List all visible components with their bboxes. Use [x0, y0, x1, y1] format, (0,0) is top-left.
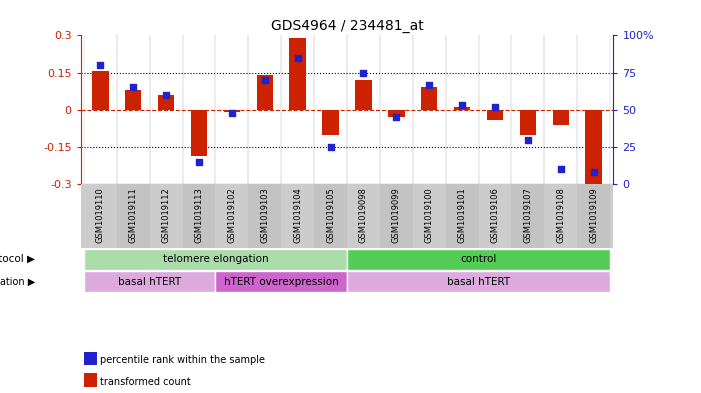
Title: GDS4964 / 234481_at: GDS4964 / 234481_at: [271, 19, 423, 33]
Bar: [421, 88, 437, 110]
Bar: [182, 184, 215, 248]
Text: GSM1019098: GSM1019098: [359, 187, 368, 243]
Text: GSM1019103: GSM1019103: [260, 187, 269, 243]
Point: [193, 159, 205, 165]
Point: [161, 92, 172, 98]
Text: GSM1019108: GSM1019108: [557, 187, 565, 243]
Text: hTERT overexpression: hTERT overexpression: [224, 277, 339, 286]
Text: GSM1019106: GSM1019106: [491, 187, 500, 243]
Text: GSM1019107: GSM1019107: [524, 187, 532, 243]
Point: [456, 102, 468, 108]
Point: [423, 81, 435, 88]
Bar: [454, 107, 470, 110]
Text: GSM1019104: GSM1019104: [293, 187, 302, 243]
Text: telomere elongation: telomere elongation: [163, 254, 268, 264]
Bar: [322, 110, 339, 135]
Text: basal hTERT: basal hTERT: [118, 277, 182, 286]
Text: GSM1019099: GSM1019099: [392, 187, 401, 243]
Bar: [314, 184, 347, 248]
Point: [522, 136, 533, 143]
Point: [128, 84, 139, 91]
Bar: [446, 184, 479, 248]
Bar: [585, 110, 602, 184]
Bar: [84, 248, 347, 270]
Bar: [577, 184, 610, 248]
Text: GSM1019112: GSM1019112: [162, 187, 170, 243]
Bar: [191, 110, 207, 156]
Bar: [150, 184, 182, 248]
Bar: [380, 184, 413, 248]
Text: transformed count: transformed count: [100, 377, 191, 387]
Text: GSM1019110: GSM1019110: [96, 187, 105, 243]
Bar: [347, 271, 610, 292]
Bar: [413, 184, 446, 248]
Bar: [281, 184, 314, 248]
Bar: [519, 110, 536, 135]
Bar: [355, 80, 372, 110]
Point: [358, 70, 369, 76]
Bar: [486, 110, 503, 120]
Bar: [158, 95, 175, 110]
Text: GSM1019105: GSM1019105: [326, 187, 335, 243]
Point: [95, 62, 106, 68]
Bar: [248, 184, 281, 248]
Point: [390, 114, 402, 120]
Bar: [388, 110, 404, 117]
Point: [325, 144, 336, 150]
Text: control: control: [461, 254, 497, 264]
Text: GSM1019102: GSM1019102: [227, 187, 236, 243]
Point: [259, 77, 271, 83]
Point: [292, 55, 304, 61]
Text: GSM1019100: GSM1019100: [425, 187, 434, 243]
Bar: [84, 271, 215, 292]
Bar: [117, 184, 150, 248]
Point: [489, 104, 501, 110]
Bar: [84, 184, 117, 248]
Text: genotype/variation ▶: genotype/variation ▶: [0, 277, 35, 286]
Text: GSM1019109: GSM1019109: [589, 187, 598, 243]
Bar: [512, 184, 544, 248]
Bar: [215, 271, 347, 292]
Bar: [347, 248, 610, 270]
Bar: [215, 184, 248, 248]
Point: [555, 166, 566, 173]
Text: GSM1019101: GSM1019101: [458, 187, 467, 243]
Bar: [92, 72, 109, 110]
Text: protocol ▶: protocol ▶: [0, 254, 35, 264]
Bar: [257, 75, 273, 110]
Bar: [224, 110, 240, 112]
Bar: [347, 184, 380, 248]
Text: GSM1019113: GSM1019113: [194, 187, 203, 243]
Bar: [125, 90, 142, 110]
Text: GSM1019111: GSM1019111: [129, 187, 137, 243]
Bar: [552, 110, 569, 125]
Text: basal hTERT: basal hTERT: [447, 277, 510, 286]
Point: [226, 110, 238, 116]
Bar: [544, 184, 577, 248]
Point: [588, 169, 599, 176]
Text: percentile rank within the sample: percentile rank within the sample: [100, 355, 265, 365]
Bar: [479, 184, 512, 248]
Bar: [290, 38, 306, 110]
